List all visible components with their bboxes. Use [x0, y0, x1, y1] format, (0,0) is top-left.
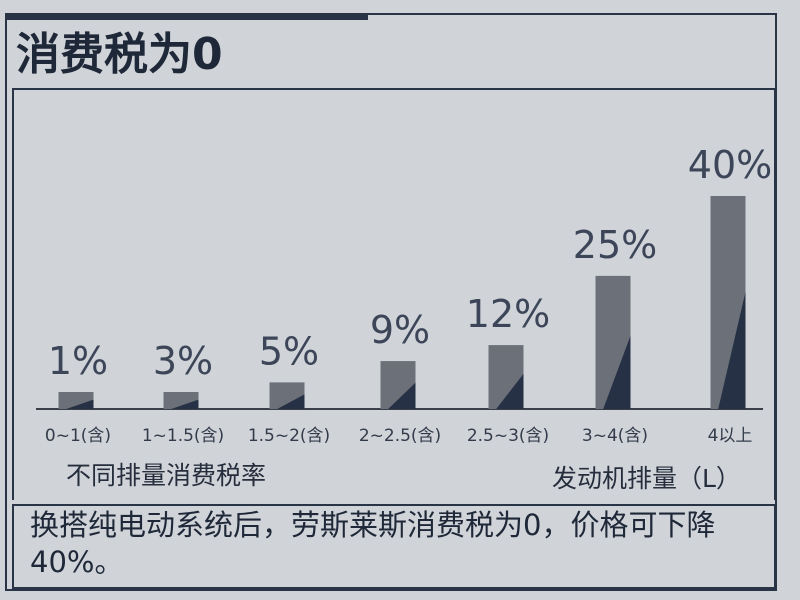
chart-frame — [12, 88, 776, 500]
bar-2 — [269, 382, 305, 409]
bar-shade — [496, 373, 524, 409]
bar-shade — [66, 399, 94, 409]
bar-value-label: 9% — [370, 308, 430, 352]
category-label: 2.5~3(含) — [467, 426, 549, 446]
bar-1 — [163, 392, 199, 409]
title-divider — [12, 88, 775, 90]
bar-value-label: 3% — [153, 339, 213, 383]
bar-shade — [171, 399, 199, 409]
bar-3 — [380, 361, 416, 409]
category-label: 4以上 — [708, 426, 753, 446]
bar-value-label: 12% — [466, 292, 550, 336]
bar-shade — [388, 382, 416, 409]
bar-value-label: 40% — [688, 143, 772, 187]
bar-value-label: 1% — [48, 339, 108, 383]
top-accent-bar — [5, 13, 368, 20]
category-label: 0~1(含) — [45, 426, 111, 446]
bar-shade — [718, 291, 746, 409]
caption-box — [12, 504, 776, 589]
y-axis-label: 不同排量消费税率 — [66, 461, 267, 490]
bar-0 — [58, 392, 94, 409]
x-axis-label: 发动机排量（L） — [552, 464, 741, 493]
bar-6 — [710, 196, 746, 409]
category-label: 2~2.5(含) — [359, 426, 441, 446]
bar-value-label: 25% — [573, 223, 657, 267]
caption-text: 换搭纯电动系统后，劳斯莱斯消费税为0，价格可下降40%。 — [30, 508, 716, 579]
category-label: 1.5~2(含) — [248, 426, 330, 446]
bar-4 — [488, 345, 524, 409]
bar-5 — [595, 275, 631, 409]
bar-value-label: 5% — [259, 329, 319, 373]
category-label: 1~1.5(含) — [142, 426, 224, 446]
category-label: 3~4(含) — [582, 426, 648, 446]
bar-shade — [603, 335, 631, 409]
page-title: 消费税为0 — [16, 29, 223, 80]
bar-shade — [277, 394, 305, 409]
outer-frame — [5, 13, 777, 591]
